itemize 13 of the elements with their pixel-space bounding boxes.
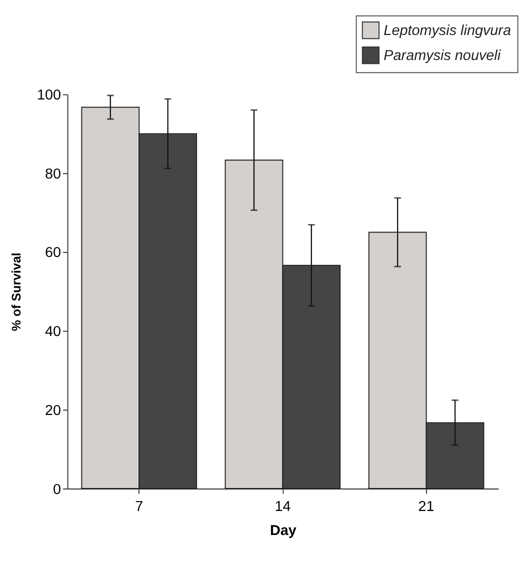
x-tick-label: 14 [274, 499, 291, 516]
y-axis-title: % of Survival [10, 252, 24, 332]
y-tick-label: 80 [45, 166, 62, 182]
x-tick-label: 21 [418, 499, 434, 516]
y-tick-label: 100 [37, 88, 62, 104]
y-tick-label: 0 [53, 482, 62, 498]
y-tick-label: 20 [45, 402, 62, 419]
x-tick-label: 7 [135, 499, 144, 516]
y-tick-label: 40 [45, 324, 62, 340]
y-tick-label: 60 [45, 245, 62, 262]
legend-label: Paramysis nouveli [384, 48, 502, 64]
x-axis-title: Day [270, 523, 296, 540]
legend-label: Leptomysis lingvura [384, 23, 512, 40]
